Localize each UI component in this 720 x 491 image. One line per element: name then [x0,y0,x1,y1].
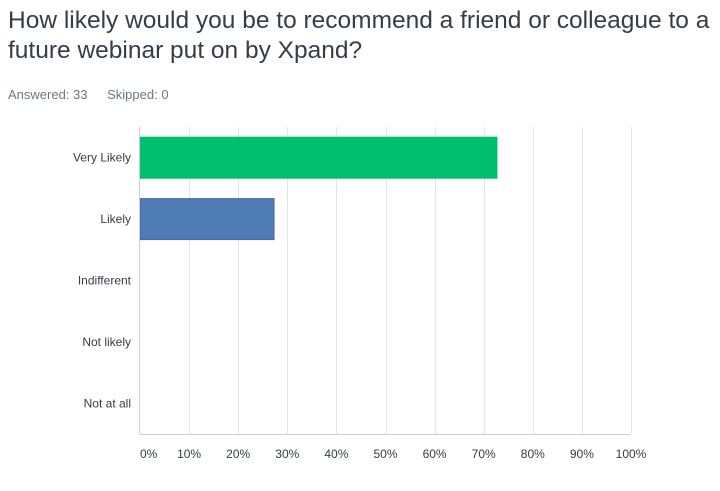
x-tick-label: 20% [226,447,250,461]
category-label: Likely [100,212,131,226]
x-tick-label: 80% [521,447,545,461]
x-tick-label: 100% [616,447,647,461]
response-stats: Answered: 33 Skipped: 0 [8,87,169,102]
bar [139,136,498,179]
bar [139,198,275,241]
x-tick-label: 0% [140,447,158,461]
skipped-count: Skipped: 0 [107,87,169,102]
x-tick-label: 60% [423,447,447,461]
x-tick-label: 40% [324,447,348,461]
x-tick-label: 90% [570,447,594,461]
category-label: Not at all [84,396,131,410]
x-tick-label: 50% [373,447,397,461]
x-tick-label: 70% [472,447,496,461]
answered-count: Answered: 33 [8,87,88,102]
category-label: Very Likely [73,151,131,165]
question-title: How likely would you be to recommend a f… [8,7,710,64]
category-label: Indifferent [78,274,132,288]
category-label: Not likely [82,335,131,349]
x-tick-label: 10% [177,447,201,461]
x-tick-label: 30% [275,447,299,461]
